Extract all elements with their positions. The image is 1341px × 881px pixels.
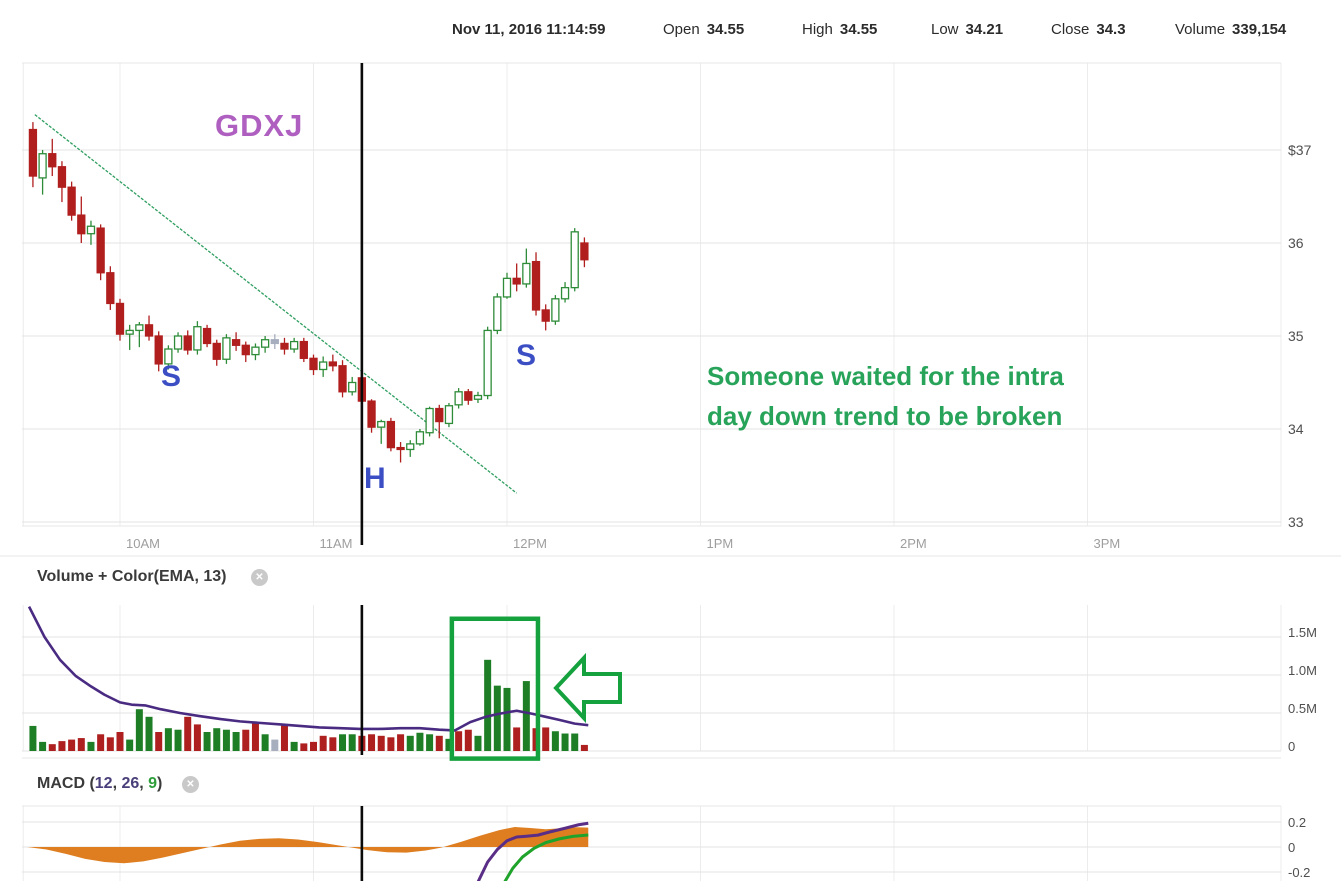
header-low: Low 34.21 (931, 21, 1004, 38)
macd-fast-param: 12 (94, 775, 113, 792)
header-close: Close 34.3 (1051, 21, 1126, 38)
svg-text:$37: $37 (1288, 142, 1312, 158)
svg-text:11AM: 11AM (320, 536, 353, 551)
svg-text:35: 35 (1288, 328, 1304, 344)
svg-text:2PM: 2PM (900, 536, 927, 551)
svg-text:12PM: 12PM (513, 536, 547, 551)
left-shoulder-label: S (161, 360, 182, 393)
left-arrow-icon (553, 652, 622, 724)
macd-title-prefix: MACD ( (37, 775, 95, 792)
svg-text:3PM: 3PM (1094, 536, 1121, 551)
svg-text:1PM: 1PM (707, 536, 734, 551)
svg-text:1.5M: 1.5M (1288, 625, 1317, 640)
macd-title-sep2: , (139, 775, 149, 792)
svg-text:0: 0 (1288, 840, 1295, 855)
right-shoulder-label: S (516, 339, 537, 372)
svg-text:36: 36 (1288, 235, 1304, 251)
svg-text:33: 33 (1288, 514, 1304, 530)
annotation-note: Someone waited for the intra day down tr… (707, 356, 1064, 436)
macd-title-suffix: ) (157, 775, 163, 792)
head-label: H (364, 462, 386, 495)
header-volume: Volume 339,154 (1175, 21, 1287, 38)
header-datetime: Nov 11, 2016 11:14:59 (452, 21, 606, 38)
macd-signal-param: 9 (148, 775, 158, 792)
svg-text:0: 0 (1288, 739, 1295, 754)
volume-spike-highlight-box (449, 616, 541, 761)
macd-slow-param: 26 (121, 775, 140, 792)
volume-close-icon[interactable]: ✕ (251, 569, 268, 586)
svg-text:1.0M: 1.0M (1288, 663, 1317, 678)
annotation-note-line2: day down trend to be broken (707, 401, 1063, 431)
annotation-note-line1: Someone waited for the intra (707, 361, 1064, 391)
macd-panel-title: MACD (12, 26, 9) (37, 775, 162, 793)
ohlc-header: Nov 11, 2016 11:14:59 Open 34.55 High 34.5… (0, 21, 1341, 43)
macd-title-sep1: , (112, 775, 122, 792)
symbol-label: GDXJ (215, 108, 304, 143)
header-high: High 34.55 (802, 21, 878, 38)
volume-panel-title: Volume + Color(EMA, 13) (37, 568, 227, 585)
svg-text:34: 34 (1288, 421, 1304, 437)
macd-close-icon[interactable]: ✕ (182, 776, 199, 793)
svg-text:0.2: 0.2 (1288, 815, 1306, 830)
header-open: Open 34.55 (663, 21, 745, 38)
svg-text:10AM: 10AM (126, 536, 160, 551)
svg-text:0.5M: 0.5M (1288, 701, 1317, 716)
svg-text:-0.2: -0.2 (1288, 865, 1310, 880)
